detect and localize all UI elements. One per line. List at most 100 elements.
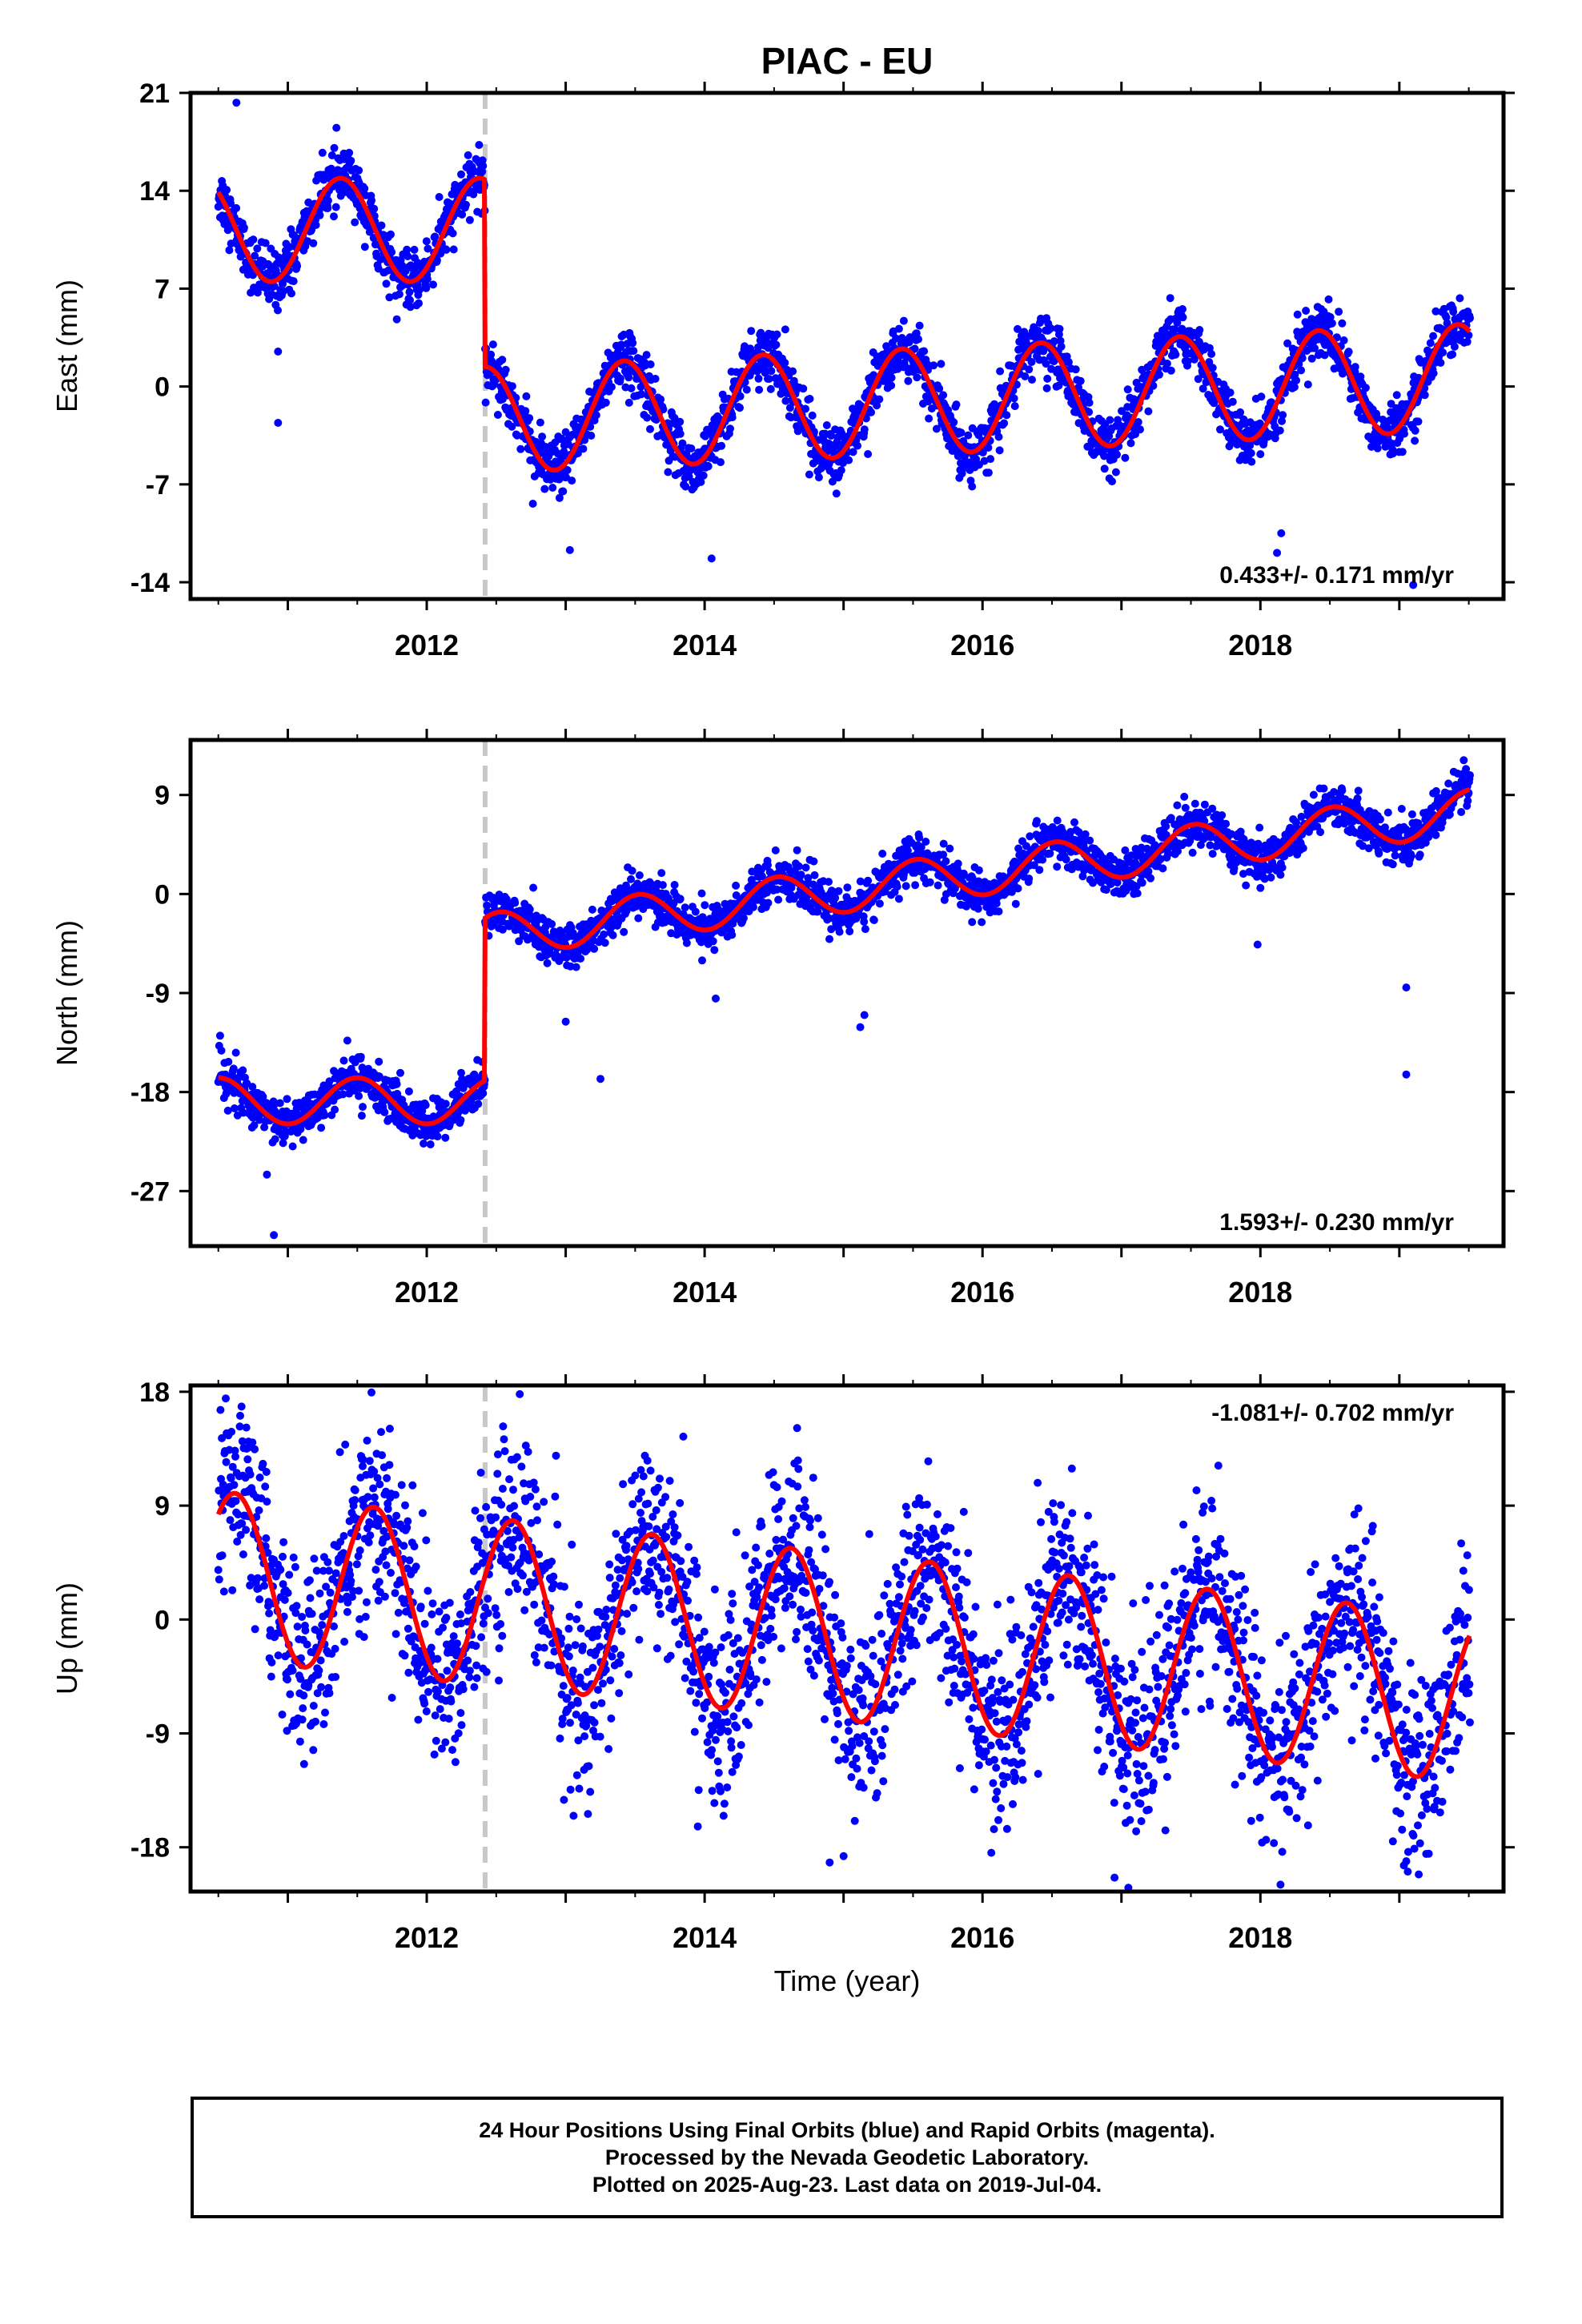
data-point: [642, 351, 651, 360]
data-point: [926, 878, 934, 887]
data-point: [968, 918, 977, 927]
data-point: [424, 244, 432, 253]
data-point: [773, 330, 781, 339]
data-point: [1194, 375, 1203, 384]
data-point: [1414, 417, 1423, 426]
data-point: [229, 1064, 238, 1073]
rate-annotation: 0.433+/- 0.171 mm/yr: [1219, 562, 1454, 589]
data-point: [1042, 360, 1050, 368]
data-point: [380, 1108, 389, 1116]
data-point: [377, 221, 386, 230]
data-point: [766, 384, 775, 393]
data-point-outlier: [232, 99, 241, 107]
data-point: [875, 899, 884, 908]
data-point-outlier: [274, 348, 283, 356]
data-point: [1466, 314, 1474, 323]
data-point: [899, 316, 908, 325]
data-point: [1456, 294, 1464, 303]
data-point: [416, 285, 424, 294]
data-point: [1293, 310, 1302, 319]
data-point: [330, 143, 339, 152]
data-point: [1085, 398, 1094, 407]
data-point: [986, 455, 995, 464]
data-point: [315, 211, 324, 219]
data-point: [1228, 397, 1237, 406]
data-point: [732, 881, 741, 890]
data-point: [698, 956, 706, 965]
data-point: [215, 1031, 224, 1040]
data-point: [1392, 391, 1401, 400]
data-point: [742, 385, 751, 394]
data-point: [457, 170, 465, 179]
data-point: [699, 471, 708, 480]
data-point: [1076, 376, 1085, 385]
data-point: [864, 876, 873, 885]
data-point: [968, 482, 977, 491]
data-point: [764, 861, 772, 870]
data-point: [1326, 313, 1335, 321]
data-point: [568, 476, 576, 485]
data-point: [772, 340, 781, 349]
data-point: [423, 275, 432, 283]
data-point: [227, 199, 235, 207]
data-point: [957, 428, 966, 437]
data-point: [935, 384, 944, 393]
data-point-outlier: [1277, 529, 1286, 537]
data-point: [1025, 875, 1034, 883]
data-point: [1046, 324, 1055, 332]
data-point: [572, 963, 580, 971]
data-point: [892, 334, 901, 343]
data-point: [939, 391, 948, 400]
data-point: [1411, 426, 1419, 435]
data-point: [952, 400, 961, 409]
data-point: [448, 229, 457, 238]
data-point: [805, 470, 813, 479]
x-tick-label: 2014: [673, 629, 737, 661]
data-point: [1162, 360, 1171, 368]
data-point: [355, 1092, 363, 1100]
data-point: [1307, 354, 1316, 363]
data-point: [754, 374, 763, 383]
data-point: [559, 487, 568, 496]
data-point: [1320, 351, 1329, 360]
data-point: [781, 359, 789, 367]
data-point: [406, 296, 414, 304]
data-point: [1255, 419, 1264, 428]
data-point: [1208, 364, 1217, 372]
data-point: [797, 870, 805, 879]
data-point: [616, 374, 624, 383]
data-point: [1126, 439, 1135, 448]
data-point: [1429, 332, 1438, 340]
data-point: [627, 384, 636, 392]
data-point: [994, 907, 1003, 916]
data-point: [1398, 448, 1407, 456]
data-point: [1170, 325, 1179, 334]
data-point: [646, 360, 655, 368]
data-point: [317, 1124, 326, 1132]
data-point: [287, 289, 295, 298]
data-point: [279, 279, 287, 288]
data-point: [996, 367, 1005, 376]
data-point-outlier: [565, 545, 574, 554]
data-point: [1123, 385, 1132, 394]
data-point: [887, 373, 896, 382]
data-point: [849, 448, 857, 456]
data-point: [1400, 429, 1408, 438]
chart-title: PIAC - EU: [761, 40, 934, 82]
data-point: [433, 1132, 442, 1141]
data-point: [557, 434, 566, 443]
data-point: [1303, 380, 1312, 389]
data-point: [442, 245, 451, 254]
data-point: [487, 350, 496, 359]
data-point: [522, 392, 531, 400]
data-point: [323, 196, 332, 205]
data-point: [1000, 419, 1009, 428]
x-axis-label: Time (year): [774, 1964, 921, 1997]
data-point: [555, 493, 564, 502]
data-point: [311, 221, 320, 229]
data-point: [861, 925, 869, 934]
data-point: [801, 863, 810, 872]
data-point: [429, 280, 437, 289]
